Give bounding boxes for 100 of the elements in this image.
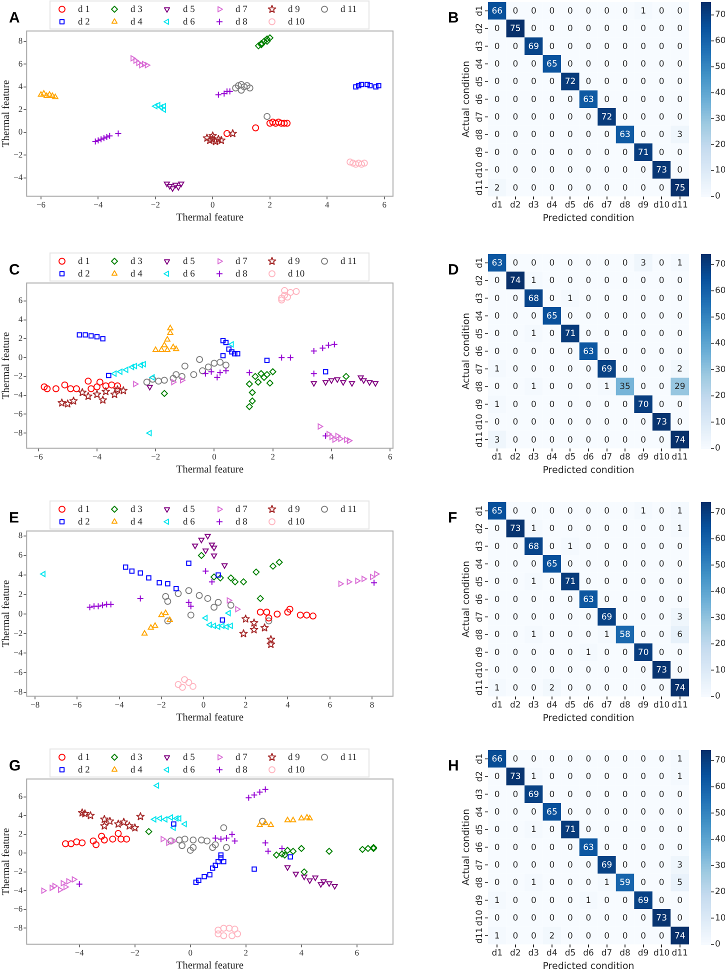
point — [170, 344, 176, 350]
data-label: 0 — [586, 6, 592, 17]
point — [137, 362, 143, 368]
point — [306, 878, 313, 884]
data-label: 0 — [512, 346, 518, 357]
data-label: 0 — [658, 560, 664, 570]
legend-label: d 11 — [340, 256, 358, 267]
y-tick-label: −2 — [14, 370, 23, 381]
y-axis-title: Thermal feature — [1, 332, 12, 400]
data-label: 0 — [658, 825, 664, 836]
x-tick-label: 4 — [299, 948, 304, 958]
data-label: 0 — [677, 418, 683, 428]
x-tick-label: d6 — [583, 452, 594, 463]
point — [76, 880, 83, 888]
point — [202, 568, 210, 575]
point — [178, 684, 186, 691]
y-axis-title: Actual condition — [461, 808, 472, 886]
data-label: 0 — [658, 364, 664, 375]
data-label: 0 — [586, 400, 592, 410]
data-label: 0 — [622, 183, 628, 194]
point — [193, 880, 199, 885]
data-label: 0 — [677, 60, 683, 70]
point — [374, 570, 380, 578]
data-label: 0 — [622, 6, 628, 17]
point — [210, 546, 218, 552]
point — [206, 622, 212, 628]
point — [246, 369, 253, 376]
color-bar-label: 20 — [715, 391, 725, 402]
point — [216, 574, 224, 582]
color-bar-label: 60 — [715, 782, 725, 792]
point — [212, 834, 219, 842]
data-label: 0 — [640, 382, 646, 392]
point — [209, 844, 216, 852]
y-tick-label: 4 — [18, 569, 24, 580]
point — [160, 103, 166, 110]
x-tick-label: 0 — [210, 200, 215, 210]
data-label: 0 — [549, 630, 555, 640]
point — [162, 592, 170, 600]
y-tick-label: 4 — [18, 81, 24, 92]
y-tick-label: 0 — [18, 847, 23, 858]
data-label: 0 — [530, 112, 536, 123]
point — [284, 120, 291, 127]
x-tick-label: d8 — [620, 948, 630, 959]
data-label: 3 — [640, 258, 646, 269]
point — [174, 586, 179, 592]
point — [258, 370, 265, 378]
point — [90, 837, 97, 844]
legend-label: d 5 — [183, 256, 196, 267]
data-label: 0 — [586, 24, 592, 34]
point — [228, 129, 237, 138]
data-label: 72 — [564, 77, 576, 88]
x-tick-label: d11 — [672, 700, 688, 711]
data-label: 0 — [658, 148, 664, 158]
data-label: 0 — [640, 42, 646, 52]
chart-title: E — [9, 510, 20, 527]
data-label: 0 — [568, 166, 573, 176]
data-label: 0 — [512, 842, 518, 853]
data-label: 0 — [622, 577, 628, 588]
data-label: 0 — [640, 312, 646, 322]
data-label: 0 — [622, 94, 628, 105]
point — [152, 103, 158, 110]
color-bar-label: 50 — [715, 312, 725, 322]
data-label: 0 — [604, 435, 610, 446]
point — [161, 342, 168, 348]
point — [198, 538, 204, 544]
point — [110, 390, 119, 398]
data-label: 0 — [494, 577, 500, 588]
data-label: 0 — [586, 754, 592, 765]
data-label: 0 — [622, 258, 628, 269]
data-label: 0 — [568, 6, 573, 17]
data-label: 0 — [549, 400, 555, 410]
data-label: 0 — [530, 77, 536, 88]
point — [100, 836, 108, 844]
data-label: 0 — [622, 808, 628, 818]
point — [130, 55, 136, 62]
data-label: 0 — [512, 130, 518, 140]
data-label: 0 — [586, 418, 592, 428]
point — [204, 594, 212, 602]
data-label: 0 — [494, 666, 500, 676]
point — [171, 821, 176, 827]
data-label: 0 — [604, 77, 610, 88]
data-label: 75 — [510, 24, 521, 34]
data-label: 0 — [658, 542, 664, 552]
data-label: 0 — [640, 630, 646, 640]
x-tick-label: −6 — [72, 700, 82, 710]
data-label: 0 — [658, 524, 664, 534]
data-label: 0 — [568, 860, 573, 871]
point — [133, 58, 139, 64]
data-label: 74 — [674, 683, 686, 694]
point — [140, 361, 146, 368]
point — [158, 612, 164, 618]
x-tick-label: d8 — [620, 700, 630, 711]
point — [342, 372, 350, 380]
point — [172, 371, 180, 378]
data-label: 0 — [512, 294, 518, 304]
y-tick-label: −6 — [14, 408, 23, 418]
data-label: 0 — [568, 276, 573, 286]
data-label: 0 — [604, 60, 610, 70]
x-tick-label: d3 — [528, 700, 540, 711]
x-tick-label: d1 — [492, 700, 503, 711]
